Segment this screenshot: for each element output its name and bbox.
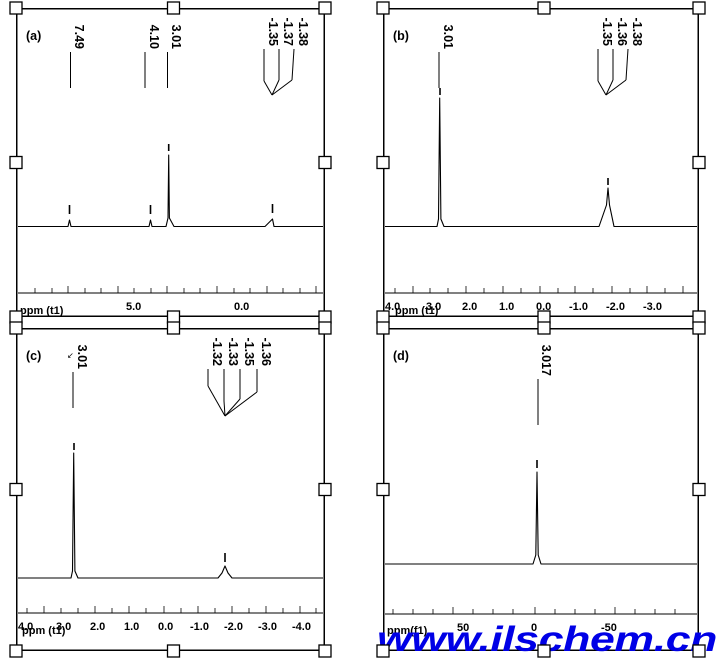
svg-text:ppm (t1): ppm (t1): [20, 305, 64, 317]
svg-text:-1.35: -1.35: [266, 18, 280, 47]
svg-text:(d): (d): [393, 349, 409, 363]
svg-text:ppm (t1): ppm (t1): [22, 625, 66, 637]
svg-text:7.49: 7.49: [72, 25, 86, 49]
svg-text:1.0: 1.0: [499, 301, 514, 313]
svg-text:↙: ↙: [67, 351, 74, 360]
svg-text:-1.36: -1.36: [259, 338, 273, 367]
svg-text:-1.0: -1.0: [190, 621, 209, 633]
svg-text:5.0: 5.0: [126, 301, 141, 313]
svg-text:-2.0: -2.0: [224, 621, 243, 633]
svg-text:-4.0: -4.0: [292, 621, 311, 633]
svg-text:(a): (a): [26, 29, 41, 43]
svg-text:(b): (b): [393, 29, 409, 43]
svg-text:-1.33: -1.33: [226, 338, 240, 367]
svg-text:1.0: 1.0: [124, 621, 139, 633]
svg-text:-1.37: -1.37: [281, 18, 295, 47]
svg-text:ppm (t1): ppm (t1): [395, 305, 439, 317]
svg-text:2.0: 2.0: [90, 621, 105, 633]
svg-text:-1.35: -1.35: [600, 18, 614, 47]
svg-text:-1.36: -1.36: [615, 18, 629, 47]
svg-text:3.017: 3.017: [539, 345, 553, 376]
svg-text:0.0: 0.0: [234, 301, 249, 313]
svg-text:2.0: 2.0: [462, 301, 477, 313]
svg-text:-2.0: -2.0: [606, 301, 625, 313]
svg-text:3.01: 3.01: [169, 25, 183, 49]
svg-text:3.01: 3.01: [75, 345, 89, 369]
svg-text:3.01: 3.01: [441, 25, 455, 49]
svg-text:-1.38: -1.38: [296, 18, 310, 47]
svg-text:-3.0: -3.0: [258, 621, 277, 633]
svg-text:-1.35: -1.35: [242, 338, 256, 367]
svg-text:-1.32: -1.32: [210, 338, 224, 367]
svg-text:-1.38: -1.38: [630, 18, 644, 47]
svg-text:-3.0: -3.0: [643, 301, 662, 313]
svg-text:0.0: 0.0: [158, 621, 173, 633]
svg-text:4.10: 4.10: [147, 25, 161, 49]
svg-text:(c): (c): [26, 349, 41, 363]
svg-text:-1.0: -1.0: [569, 301, 588, 313]
